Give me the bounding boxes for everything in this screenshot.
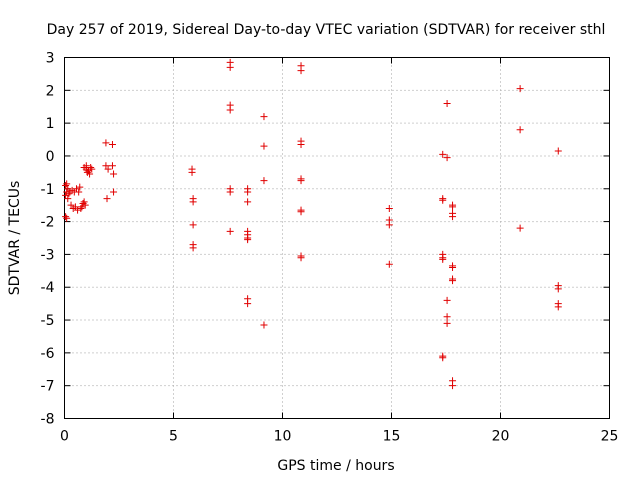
- data-point: [449, 277, 457, 285]
- data-point: [554, 303, 562, 311]
- data-point: [244, 300, 252, 308]
- y-tick-label: -2: [41, 215, 55, 231]
- data-point: [260, 113, 268, 121]
- y-tick-label: 1: [46, 116, 55, 132]
- data-point: [226, 227, 234, 235]
- data-point: [449, 213, 457, 221]
- data-point: [65, 190, 73, 198]
- data-point: [64, 195, 72, 203]
- data-point: [385, 204, 393, 212]
- data-point: [102, 139, 110, 147]
- data-points: [62, 58, 562, 390]
- y-tick-label: -1: [41, 182, 55, 198]
- y-tick-label: -7: [41, 379, 55, 395]
- y-tick-label: -8: [41, 412, 55, 428]
- data-point: [297, 177, 305, 185]
- x-tick-label: 25: [601, 429, 619, 445]
- x-tick-label: 5: [169, 429, 178, 445]
- data-point: [189, 244, 197, 252]
- grid-lines: [64, 57, 610, 419]
- data-point: [554, 285, 562, 293]
- y-tick-label: -5: [41, 313, 55, 329]
- data-point: [62, 213, 70, 221]
- x-tick-label: 15: [383, 429, 401, 445]
- data-point: [108, 140, 116, 148]
- data-point: [439, 255, 447, 263]
- data-point: [75, 188, 83, 196]
- data-point: [260, 177, 268, 185]
- data-point: [449, 203, 457, 211]
- data-point: [188, 168, 196, 176]
- data-point: [103, 195, 111, 203]
- data-point: [439, 150, 447, 158]
- data-point: [297, 67, 305, 75]
- data-point: [439, 354, 447, 362]
- data-point: [443, 296, 451, 304]
- data-point: [74, 206, 82, 214]
- y-tick-label: -3: [41, 247, 55, 263]
- data-point: [385, 221, 393, 229]
- data-point: [80, 198, 88, 206]
- data-point: [226, 188, 234, 196]
- data-point: [88, 165, 96, 173]
- x-tick-label: 0: [60, 429, 69, 445]
- plot-frame: [64, 57, 610, 419]
- data-point: [260, 142, 268, 150]
- data-point: [554, 147, 562, 155]
- data-point: [297, 208, 305, 216]
- x-tick-label: 20: [492, 429, 510, 445]
- data-point: [297, 140, 305, 148]
- data-point: [260, 321, 268, 329]
- data-point: [385, 260, 393, 268]
- data-point: [244, 188, 252, 196]
- data-point: [63, 180, 71, 188]
- data-point: [87, 163, 95, 171]
- data-point: [449, 264, 457, 272]
- data-point: [516, 224, 524, 232]
- data-point: [78, 203, 86, 211]
- data-point: [443, 313, 451, 321]
- y-axis-label: SDTVAR / TECUs: [7, 181, 23, 296]
- y-tick-label: -4: [41, 280, 55, 296]
- x-axis-label: GPS time / hours: [277, 458, 394, 474]
- data-point: [443, 99, 451, 107]
- data-point: [516, 85, 524, 93]
- data-point: [63, 214, 71, 222]
- data-point: [110, 188, 118, 196]
- data-point: [226, 63, 234, 71]
- x-axis: 0 5 10 15 20 25: [60, 57, 619, 445]
- y-tick-label: 3: [46, 51, 55, 67]
- data-point: [86, 170, 94, 178]
- data-point: [244, 198, 252, 206]
- data-point: [443, 154, 451, 162]
- y-axis: -8 -7 -6 -5 -4 -3 -2 -1 0 1 2 3: [41, 51, 610, 428]
- data-point: [244, 236, 252, 244]
- data-point: [189, 221, 197, 229]
- data-point: [104, 165, 112, 173]
- x-tick-label: 10: [274, 429, 292, 445]
- data-point: [297, 254, 305, 262]
- data-point: [189, 198, 197, 206]
- data-point: [449, 382, 457, 390]
- data-point: [82, 162, 90, 170]
- data-point: [226, 106, 234, 114]
- chart-title: Day 257 of 2019, Sidereal Day-to-day VTE…: [47, 22, 606, 38]
- data-point: [77, 204, 85, 212]
- data-point: [443, 319, 451, 327]
- data-point: [76, 183, 84, 191]
- y-tick-label: 2: [46, 83, 55, 99]
- data-point: [81, 201, 89, 209]
- y-tick-label: -6: [41, 346, 55, 362]
- data-point: [516, 126, 524, 134]
- data-point: [110, 170, 118, 178]
- data-point: [439, 196, 447, 204]
- y-tick-label: 0: [46, 149, 55, 165]
- data-point: [108, 162, 116, 170]
